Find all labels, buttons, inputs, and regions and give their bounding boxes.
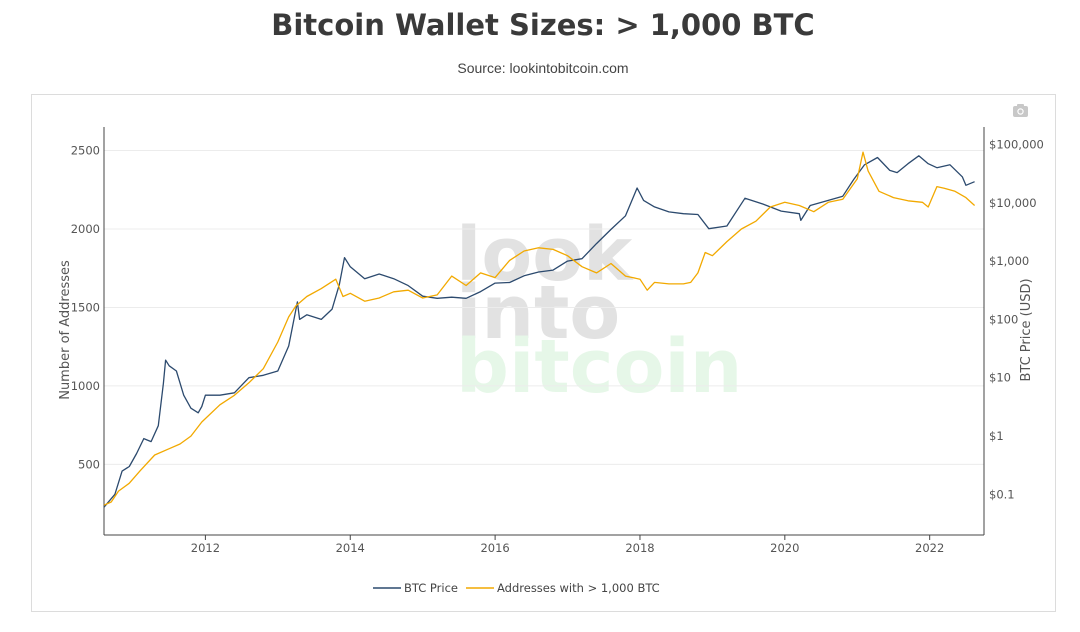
x-tick-label: 2022	[915, 541, 944, 555]
y-left-tick-label: 2000	[71, 222, 100, 236]
watermark-line-2: into	[456, 270, 620, 356]
watermark-line-1: look	[456, 212, 634, 298]
y-axis-left-title: Number of Addresses	[58, 260, 73, 400]
y-right-tick-label: $1	[989, 429, 1004, 443]
series-line-btc-price	[103, 155, 975, 508]
watermark-line-3: bitcoin	[456, 324, 742, 410]
ticks: 2012 2014 2016 2018 2020 2022 500 1000 1500 2000 2…	[71, 138, 1044, 555]
page-title: Bitcoin Wallet Sizes: > 1,000 BTC	[271, 8, 815, 42]
y-right-tick-label: $100	[989, 312, 1018, 326]
x-tick-label: 2020	[770, 541, 799, 555]
x-tick-label: 2014	[336, 541, 365, 555]
legend-label-btc-price[interactable]: BTC Price	[404, 581, 458, 595]
axes	[103, 127, 985, 536]
y-left-tick-label: 1000	[71, 379, 100, 393]
legend-label-addresses[interactable]: Addresses with > 1,000 BTC	[497, 581, 660, 595]
x-tick-label: 2016	[480, 541, 509, 555]
y-left-tick-label: 1500	[71, 300, 100, 314]
y-right-tick-label: $10,000	[989, 196, 1037, 210]
y-right-tick-label: $10	[989, 371, 1011, 385]
y-left-tick-label: 500	[78, 457, 100, 471]
camera-icon[interactable]	[1013, 104, 1028, 117]
series	[103, 151, 976, 508]
legend: BTC Price Addresses with > 1,000 BTC	[373, 581, 660, 595]
page-subtitle: Source: lookintobitcoin.com	[457, 60, 629, 76]
grid	[104, 150, 984, 465]
series-line-addresses	[103, 151, 976, 506]
y-left-tick-label: 2500	[71, 144, 100, 158]
x-tick-label: 2018	[625, 541, 654, 555]
y-right-tick-label: $0.1	[989, 487, 1015, 501]
chart-frame	[31, 94, 1056, 612]
y-axis-right-title: BTC Price (USD)	[1019, 278, 1034, 381]
y-right-tick-label: $1,000	[989, 254, 1029, 268]
y-right-tick-label: $100,000	[989, 138, 1044, 152]
x-tick-label: 2012	[191, 541, 220, 555]
watermark: look into bitcoin	[456, 212, 742, 410]
